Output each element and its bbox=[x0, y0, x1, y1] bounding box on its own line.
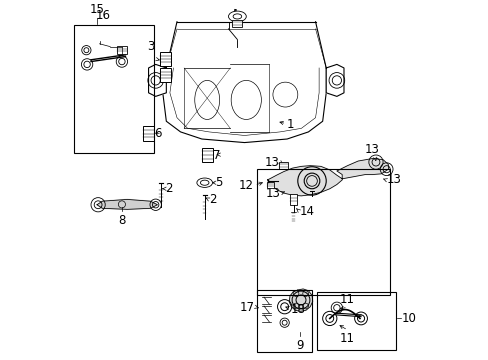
Text: 12: 12 bbox=[238, 179, 253, 192]
Text: 13: 13 bbox=[364, 143, 379, 156]
Text: 13: 13 bbox=[386, 174, 401, 186]
Text: 14: 14 bbox=[299, 205, 314, 219]
Bar bbox=[256, 169, 389, 295]
Circle shape bbox=[272, 82, 297, 107]
Polygon shape bbox=[148, 64, 166, 96]
Bar bbox=[160, 52, 171, 66]
Text: 7: 7 bbox=[212, 149, 220, 162]
Polygon shape bbox=[97, 199, 157, 210]
Text: 1: 1 bbox=[286, 118, 293, 131]
Text: 16: 16 bbox=[96, 9, 111, 22]
Bar bbox=[290, 194, 296, 205]
Bar bbox=[266, 182, 274, 188]
Bar bbox=[142, 126, 154, 141]
Bar bbox=[74, 25, 154, 153]
Text: 13: 13 bbox=[265, 186, 280, 199]
Text: 5: 5 bbox=[214, 176, 222, 189]
Polygon shape bbox=[325, 64, 343, 96]
Ellipse shape bbox=[231, 80, 261, 120]
Polygon shape bbox=[289, 289, 312, 311]
Bar bbox=[201, 148, 212, 162]
Bar bbox=[317, 292, 395, 350]
Text: 11: 11 bbox=[339, 293, 354, 306]
Bar bbox=[160, 68, 171, 82]
Text: 9: 9 bbox=[295, 339, 303, 352]
Polygon shape bbox=[267, 158, 387, 196]
Text: 15: 15 bbox=[89, 4, 104, 17]
Bar bbox=[279, 162, 287, 169]
Ellipse shape bbox=[197, 178, 212, 188]
Text: 2: 2 bbox=[165, 182, 173, 195]
Bar bbox=[232, 20, 242, 27]
Bar bbox=[256, 290, 311, 352]
Text: 8: 8 bbox=[118, 213, 125, 227]
Ellipse shape bbox=[200, 180, 208, 185]
Bar bbox=[116, 46, 127, 54]
Text: 11: 11 bbox=[339, 332, 354, 345]
Text: 18: 18 bbox=[290, 303, 305, 316]
Text: 3: 3 bbox=[147, 40, 154, 53]
Text: 6: 6 bbox=[154, 127, 162, 140]
Text: 4: 4 bbox=[230, 8, 238, 21]
Text: 2: 2 bbox=[208, 193, 216, 206]
Text: 13: 13 bbox=[264, 156, 279, 168]
Ellipse shape bbox=[233, 14, 241, 19]
Ellipse shape bbox=[194, 80, 219, 120]
Text: 17: 17 bbox=[240, 301, 255, 314]
Ellipse shape bbox=[228, 11, 246, 22]
Text: 10: 10 bbox=[401, 312, 416, 325]
